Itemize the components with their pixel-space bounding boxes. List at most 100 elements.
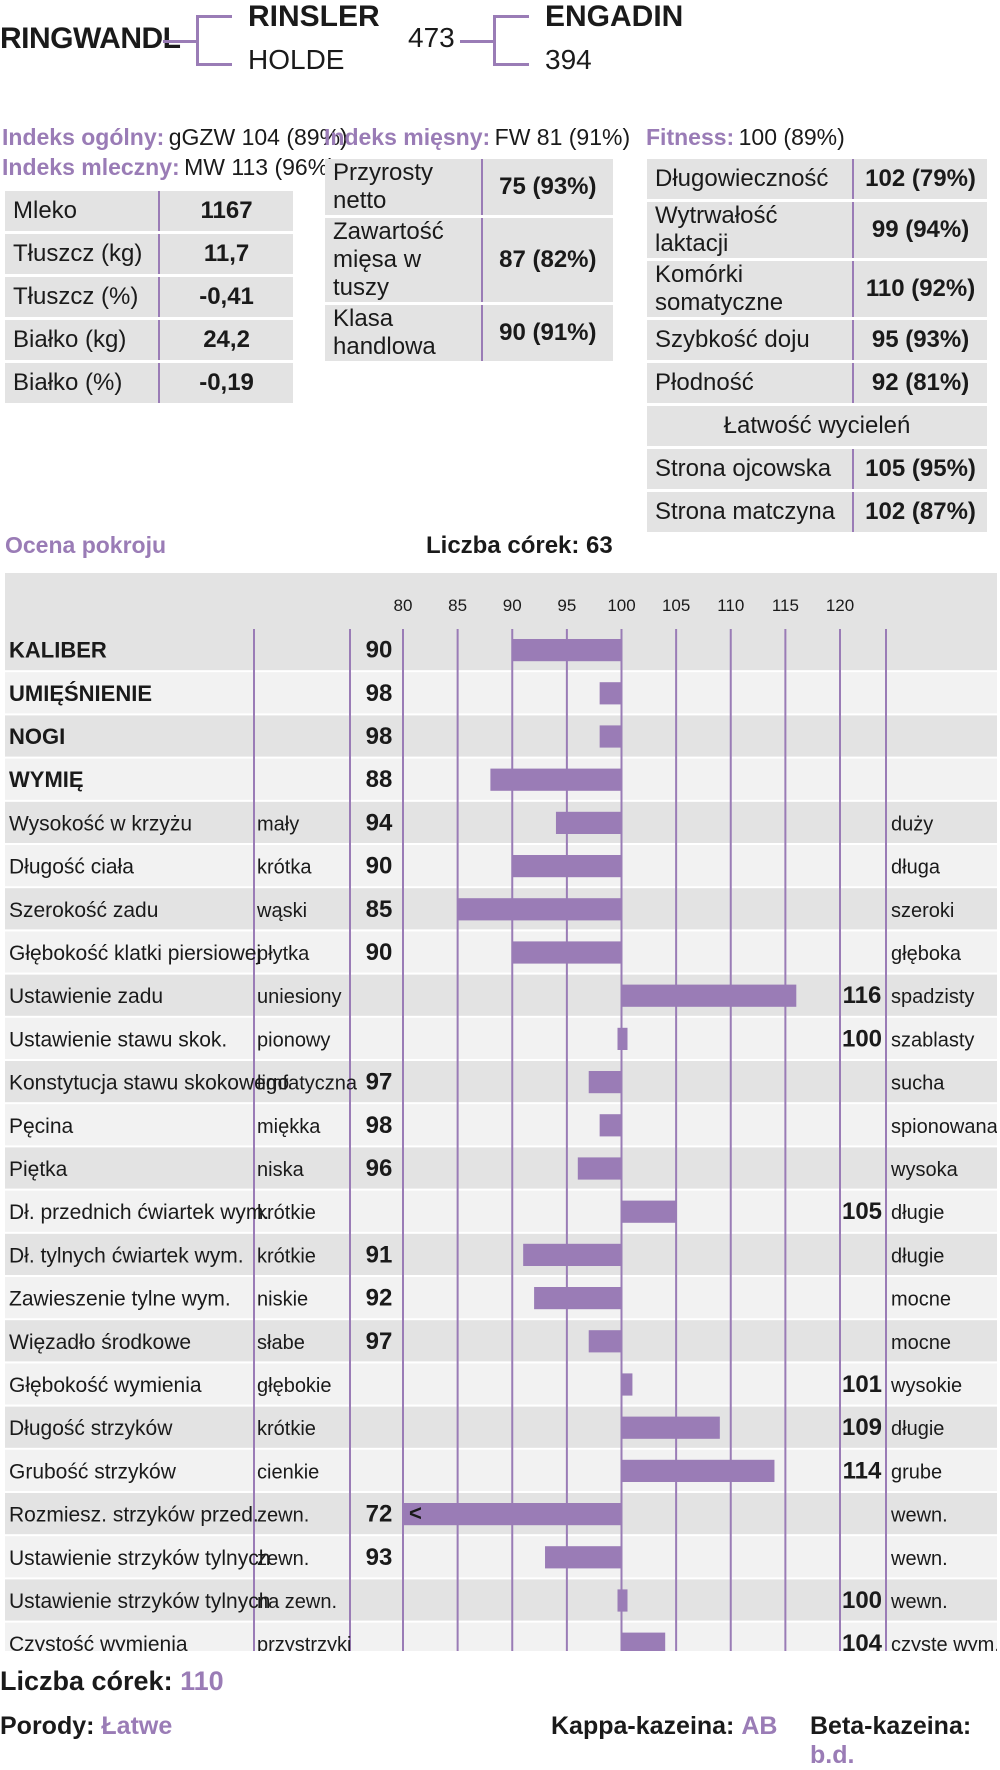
bar-value-label: 101 [842,1371,882,1398]
high-label: mocne [891,1332,951,1354]
bar-value-label: 98 [366,1112,393,1139]
chart-row-band [5,1061,997,1103]
high-label: długie [891,1245,944,1267]
x-tick-label: 90 [503,596,522,615]
off-scale-marker: < [409,1501,422,1526]
conformation-chart-svg: 80 85 90 95 100 105 110 115 120 KALIBER 90 UMIĘŚNIE… [5,573,1000,1666]
grandsire-name: ENGADIN [545,0,684,33]
high-label: wysokie [890,1375,962,1397]
calving-ease-header: Łatwość wycieleń [647,406,987,446]
chart-row-band [5,1277,997,1319]
table-row: Przyrosty netto 75 (93%) [325,159,613,215]
row-value: 87 (82%) [480,218,613,302]
row-label: Mleko [5,191,159,231]
trait-label: Konstytucja stawu skokowego [9,1072,289,1095]
pedigree-line [196,15,232,18]
high-label: spionowana [891,1116,997,1138]
chart-row-band [5,1449,997,1491]
fitness-index-label: Fitness: [646,124,735,150]
fitness-table: Długowieczność 102 (79%) Wytrwałość laktac… [647,156,987,535]
high-label: wewn. [890,1591,948,1613]
high-label: długie [891,1418,944,1440]
table-row: Tłuszcz (kg) 11,7 [5,234,293,274]
x-tick-label: 115 [772,596,799,615]
trait-label: Długość strzyków [9,1417,173,1440]
row-value: 11,7 [158,234,293,274]
trait-label: Szerokość zadu [9,899,158,922]
granddam-number: 394 [545,44,592,75]
chart-row-band [5,1104,997,1146]
bar-value-label: 93 [366,1544,393,1571]
pedigree-line [493,15,496,65]
conformation-bar [555,811,622,834]
chart-row-band [5,1190,997,1232]
row-value: -0,19 [158,363,293,403]
pedigree-line [493,63,529,66]
x-tick-label: 95 [557,596,576,615]
low-label: niska [257,1159,305,1181]
x-tick-label: 80 [394,596,413,615]
conformation-bar [588,1071,622,1094]
bar-value-label: 104 [842,1630,883,1651]
meat-index: Indeks mięsny: FW 81 (91%) [324,124,630,151]
trait-label: NOGI [9,724,65,749]
chart-header-band [5,573,997,629]
conformation-bar [512,855,622,878]
row-value: 92 (81%) [852,363,987,403]
meat-index-value: FW 81 (91%) [494,124,631,150]
low-label: zewn. [257,1505,309,1527]
low-label: głębokie [257,1375,332,1397]
table-row: Strona matczyna 102 (87%) [647,492,987,532]
conformation-bar [534,1287,622,1310]
bar-value-label: 109 [842,1414,882,1441]
row-value: 95 (93%) [852,320,987,360]
table-row: Długowieczność 102 (79%) [647,159,987,199]
row-label: Tłuszcz (%) [5,277,159,317]
trait-label: Zawieszenie tylne wym. [9,1288,231,1311]
milk-table: Mleko 1167 Tłuszcz (kg) 11,7 Tłuszcz (%) -0,4… [5,188,293,406]
conformation-bar [621,1200,677,1223]
row-label: Zawartość mięsa w tuszy [325,218,481,302]
row-label: Długowieczność [647,159,853,199]
conformation-daughters: Liczba córek: 63 [426,532,613,559]
row-value: 75 (93%) [480,159,613,215]
conformation-bar [599,725,622,748]
row-label: Strona matczyna [647,492,853,532]
trait-label: Długość ciała [9,856,134,879]
footer-calving-label: Porody: [0,1712,95,1740]
conformation-bar [512,639,622,662]
bar-value-label: 92 [366,1285,393,1312]
low-label: cienkie [257,1461,319,1483]
chart-row-band [5,1233,997,1275]
trait-label: Głębokość wymienia [9,1374,202,1397]
low-label: na zewn. [257,1591,337,1613]
row-label: Strona ojcowska [647,449,853,489]
row-value: 90 (91%) [480,305,613,361]
conformation-bar [577,1157,622,1180]
low-label: płytka [257,943,310,965]
low-label: niskie [257,1289,308,1311]
bar-value-label: 96 [366,1155,393,1182]
chart-row-band [5,931,997,973]
row-label: Płodność [647,363,853,403]
high-label: mocne [891,1289,951,1311]
bar-value-label: 94 [366,809,393,836]
conformation-bar [617,1027,628,1050]
pedigree-line [460,40,493,43]
bar-value-label: 90 [366,637,393,664]
chart-row-band [5,974,997,1016]
trait-label: Ustawienie strzyków tylnych [9,1547,270,1570]
trait-label: Dł. przednich ćwiartek wym. [9,1201,269,1224]
table-row: Klasa handlowa 90 (91%) [325,305,613,361]
conformation-bar [403,1503,622,1526]
calving-ease-header-row: Łatwość wycieleń [647,406,987,446]
row-label: Białko (kg) [5,320,159,360]
footer-calving-value: Łatwe [101,1712,173,1740]
bar-value-label: 98 [366,680,393,707]
dam-number: 473 [408,22,455,53]
low-label: krótka [257,857,312,879]
bar-value-label: 114 [843,1457,882,1484]
row-label: Przyrosty netto [325,159,481,215]
high-label: szablasty [891,1029,974,1051]
conformation-bar [621,1632,666,1655]
